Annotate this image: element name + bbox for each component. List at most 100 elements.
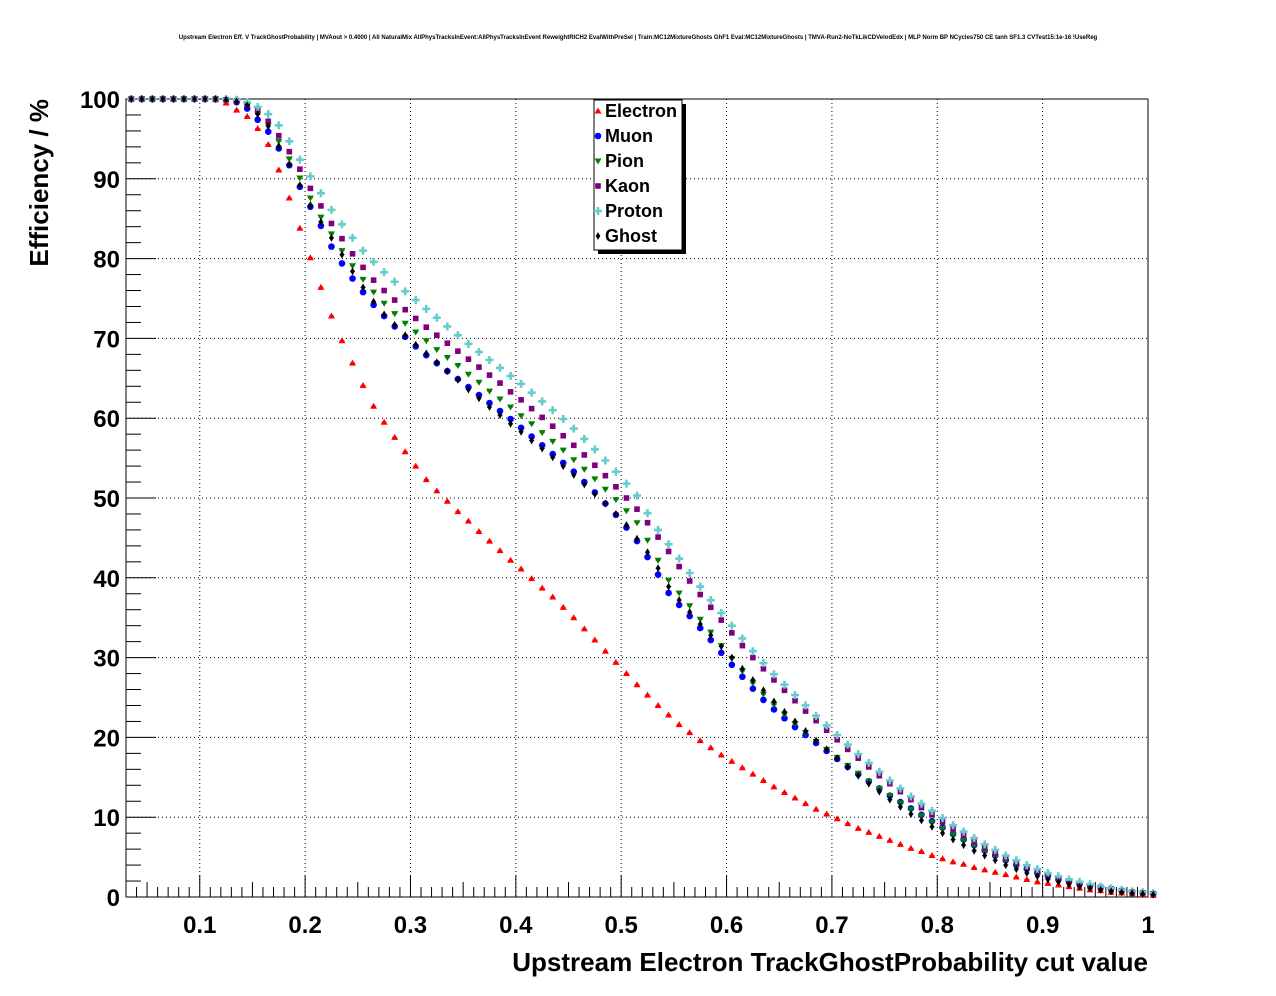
electron-point xyxy=(422,476,430,483)
legend-marker-muon xyxy=(594,132,602,140)
proton-point xyxy=(253,102,262,111)
proton-point xyxy=(843,740,852,749)
proton-point xyxy=(685,569,694,578)
ghost-point xyxy=(497,411,503,420)
electron-point xyxy=(675,721,683,728)
proton-point xyxy=(654,525,663,534)
ghost-point xyxy=(350,267,355,276)
ghost-point xyxy=(181,95,187,103)
electron-point xyxy=(770,783,778,790)
kaon-point xyxy=(813,717,819,724)
proton-point xyxy=(675,554,684,563)
muon-point xyxy=(349,275,356,282)
kaon-point xyxy=(412,315,419,322)
proton-point xyxy=(949,821,958,830)
ghost-point xyxy=(1087,884,1093,893)
proton-point xyxy=(864,758,873,767)
ghost-point xyxy=(308,201,313,210)
electron-point xyxy=(907,844,915,851)
proton-point xyxy=(1054,872,1063,881)
ghost-point xyxy=(992,856,998,865)
electron-point xyxy=(802,800,810,807)
pion-point xyxy=(675,590,683,597)
electron-point xyxy=(928,852,936,859)
pion-point xyxy=(917,813,925,820)
muon-point xyxy=(781,714,788,722)
proton-point xyxy=(380,268,389,277)
ghost-point xyxy=(202,95,208,103)
electron-point xyxy=(433,487,441,494)
ghost-point xyxy=(645,548,650,557)
ghost-point xyxy=(624,521,629,530)
pion-point xyxy=(654,557,662,564)
kaon-point xyxy=(349,251,356,257)
electron-point xyxy=(738,764,746,771)
ghost-point xyxy=(466,385,471,394)
kaon-point xyxy=(518,397,524,403)
ghost-point xyxy=(434,358,440,367)
pion-point xyxy=(443,355,451,362)
muon-point xyxy=(728,661,736,669)
electron-point xyxy=(960,860,968,867)
muon-point xyxy=(770,706,778,713)
ghost-point xyxy=(1119,888,1124,897)
ghost-point xyxy=(908,810,914,819)
proton-point xyxy=(1075,877,1084,886)
pion-point xyxy=(412,329,420,336)
ghost-point xyxy=(961,841,966,850)
x-tick-label: 0.4 xyxy=(499,912,533,939)
electron-point xyxy=(622,670,630,677)
kaon-point xyxy=(729,630,735,636)
kaon-point xyxy=(792,697,798,704)
kaon-point xyxy=(655,534,661,540)
ghost-point xyxy=(539,444,545,453)
electron-point xyxy=(485,537,493,544)
electron-point xyxy=(749,770,757,777)
kaon-point xyxy=(623,495,630,501)
y-tick-label: 20 xyxy=(93,725,120,752)
kaon-point xyxy=(570,442,577,449)
proton-point xyxy=(769,670,778,679)
legend-label-proton: Proton xyxy=(605,201,663,221)
ghost-point xyxy=(371,297,376,306)
pion-point xyxy=(359,276,367,283)
electron-point xyxy=(601,647,609,654)
kaon-point xyxy=(823,727,830,734)
pion-point xyxy=(380,300,388,307)
y-axis-title: Efficiency / % xyxy=(24,99,54,267)
pion-point xyxy=(370,289,378,296)
electron-point xyxy=(728,757,736,764)
kaon-point xyxy=(549,423,556,429)
ghost-point xyxy=(1003,861,1009,870)
proton-point xyxy=(801,701,810,710)
legend-marker-electron xyxy=(594,107,602,114)
ghost-point xyxy=(276,142,282,151)
ghost-point xyxy=(1066,880,1072,889)
proton-point xyxy=(1012,856,1021,865)
legend-label-ghost: Ghost xyxy=(605,226,657,246)
x-tick-label: 0.9 xyxy=(1026,912,1059,939)
ghost-point xyxy=(782,707,787,716)
proton-point xyxy=(337,220,346,229)
ghost-point xyxy=(813,736,819,745)
electron-point xyxy=(1023,875,1031,882)
ghost-point xyxy=(560,462,566,471)
proton-point xyxy=(938,813,947,822)
kaon-point xyxy=(328,220,335,227)
electron-point xyxy=(296,224,304,231)
electron-point xyxy=(970,863,978,870)
proton-point xyxy=(633,491,641,500)
kaon-point xyxy=(676,563,682,570)
electron-point xyxy=(781,788,789,795)
x-tick-label: 0.2 xyxy=(288,912,321,939)
y-tick-label: 80 xyxy=(93,247,120,274)
kaon-point xyxy=(592,462,598,469)
proton-point xyxy=(959,827,968,836)
electron-point xyxy=(517,565,525,572)
proton-point xyxy=(590,445,599,454)
ghost-point xyxy=(950,835,956,844)
ghost-point xyxy=(381,310,387,319)
x-tick-label: 0.7 xyxy=(815,912,848,939)
kaon-point xyxy=(497,380,503,386)
pion-point xyxy=(970,843,978,850)
